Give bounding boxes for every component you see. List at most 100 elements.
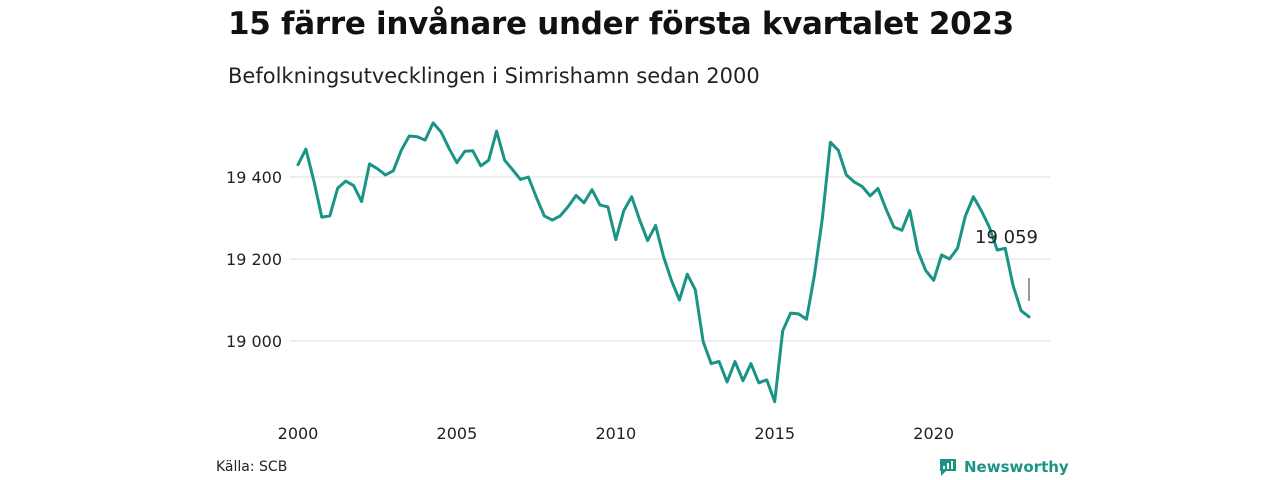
series-line-0 bbox=[296, 121, 1031, 404]
data-point bbox=[661, 254, 666, 259]
data-point bbox=[756, 380, 761, 385]
y-tick-label: 19 200 bbox=[226, 250, 282, 269]
data-point bbox=[923, 268, 928, 273]
data-point bbox=[359, 199, 364, 204]
data-point bbox=[566, 204, 571, 209]
data-point bbox=[915, 248, 920, 253]
data-point bbox=[685, 272, 690, 277]
data-point bbox=[510, 167, 515, 172]
data-point bbox=[717, 359, 722, 364]
data-point bbox=[971, 194, 976, 199]
data-point bbox=[645, 238, 650, 243]
data-point bbox=[343, 179, 348, 184]
data-point bbox=[470, 148, 475, 153]
data-point bbox=[804, 317, 809, 322]
data-point bbox=[955, 246, 960, 251]
data-point bbox=[613, 237, 618, 242]
data-point bbox=[590, 187, 595, 192]
data-point bbox=[899, 228, 904, 233]
data-point bbox=[431, 120, 436, 125]
newsworthy-logo-icon bbox=[940, 459, 956, 476]
data-point bbox=[701, 339, 706, 344]
data-point bbox=[884, 207, 889, 212]
data-point bbox=[319, 215, 324, 220]
data-point bbox=[725, 380, 730, 385]
data-point bbox=[439, 129, 444, 134]
data-point bbox=[868, 193, 873, 198]
series-lines bbox=[296, 120, 1032, 404]
x-tick-label: 2000 bbox=[278, 424, 319, 443]
data-point bbox=[812, 272, 817, 277]
data-point bbox=[891, 225, 896, 230]
data-point bbox=[454, 160, 459, 165]
data-point bbox=[995, 248, 1000, 253]
data-point bbox=[653, 223, 658, 228]
data-point bbox=[542, 213, 547, 218]
data-point bbox=[939, 252, 944, 257]
data-point bbox=[574, 193, 579, 198]
annotation-label: 19 059 bbox=[975, 227, 1038, 248]
data-point bbox=[876, 186, 881, 191]
data-point bbox=[963, 213, 968, 218]
data-point bbox=[780, 328, 785, 333]
data-point bbox=[629, 194, 634, 199]
data-point bbox=[375, 166, 380, 171]
y-tick-label: 19 400 bbox=[226, 168, 282, 187]
data-point bbox=[415, 134, 420, 139]
gridlines bbox=[290, 176, 1050, 342]
data-point bbox=[748, 361, 753, 366]
data-point bbox=[733, 359, 738, 364]
data-point bbox=[407, 134, 412, 139]
data-point bbox=[423, 138, 428, 143]
data-point bbox=[931, 278, 936, 283]
data-point bbox=[637, 218, 642, 223]
data-point bbox=[836, 148, 841, 153]
data-point bbox=[447, 146, 452, 151]
data-point bbox=[1019, 308, 1024, 313]
data-point bbox=[852, 179, 857, 184]
x-tick-label: 2020 bbox=[913, 424, 954, 443]
annotations: 19 059 bbox=[975, 227, 1038, 301]
data-point bbox=[820, 216, 825, 221]
chart-title: 15 färre invånare under första kvartalet… bbox=[228, 6, 1014, 42]
brand-logo[interactable]: Newsworthy bbox=[938, 456, 1069, 478]
data-point bbox=[605, 204, 610, 209]
data-point bbox=[1011, 283, 1016, 288]
data-point bbox=[550, 218, 555, 223]
data-point bbox=[844, 172, 849, 177]
data-point bbox=[796, 311, 801, 316]
y-tick-label: 19 000 bbox=[226, 332, 282, 351]
x-tick-label: 2005 bbox=[437, 424, 478, 443]
data-point bbox=[383, 172, 388, 177]
data-point bbox=[303, 147, 308, 152]
data-point bbox=[462, 149, 467, 154]
data-point bbox=[597, 202, 602, 207]
data-point bbox=[399, 148, 404, 153]
x-tick-label: 2010 bbox=[595, 424, 636, 443]
brand-name: Newsworthy bbox=[964, 458, 1069, 476]
data-point bbox=[311, 179, 316, 184]
data-point bbox=[486, 158, 491, 163]
data-point bbox=[391, 168, 396, 173]
data-point bbox=[367, 161, 372, 166]
data-point bbox=[788, 311, 793, 316]
x-axis-ticks: 2000 2005 2010 2015 2020 bbox=[278, 424, 954, 443]
data-point bbox=[534, 195, 539, 200]
data-point bbox=[558, 213, 563, 218]
chart-subtitle: Befolkningsutvecklingen i Simrishamn sed… bbox=[228, 64, 760, 88]
data-point bbox=[478, 163, 483, 168]
data-point bbox=[502, 158, 507, 163]
data-point bbox=[979, 208, 984, 213]
data-point bbox=[582, 200, 587, 205]
data-point bbox=[296, 162, 301, 167]
source-label: Källa: SCB bbox=[216, 459, 288, 475]
data-point bbox=[335, 186, 340, 191]
y-axis-ticks: 19 000 19 200 19 400 bbox=[226, 168, 282, 351]
x-tick-label: 2015 bbox=[754, 424, 795, 443]
data-point bbox=[947, 257, 952, 262]
data-point bbox=[526, 175, 531, 180]
data-point bbox=[621, 208, 626, 213]
data-point bbox=[741, 378, 746, 383]
data-point bbox=[1027, 314, 1032, 319]
